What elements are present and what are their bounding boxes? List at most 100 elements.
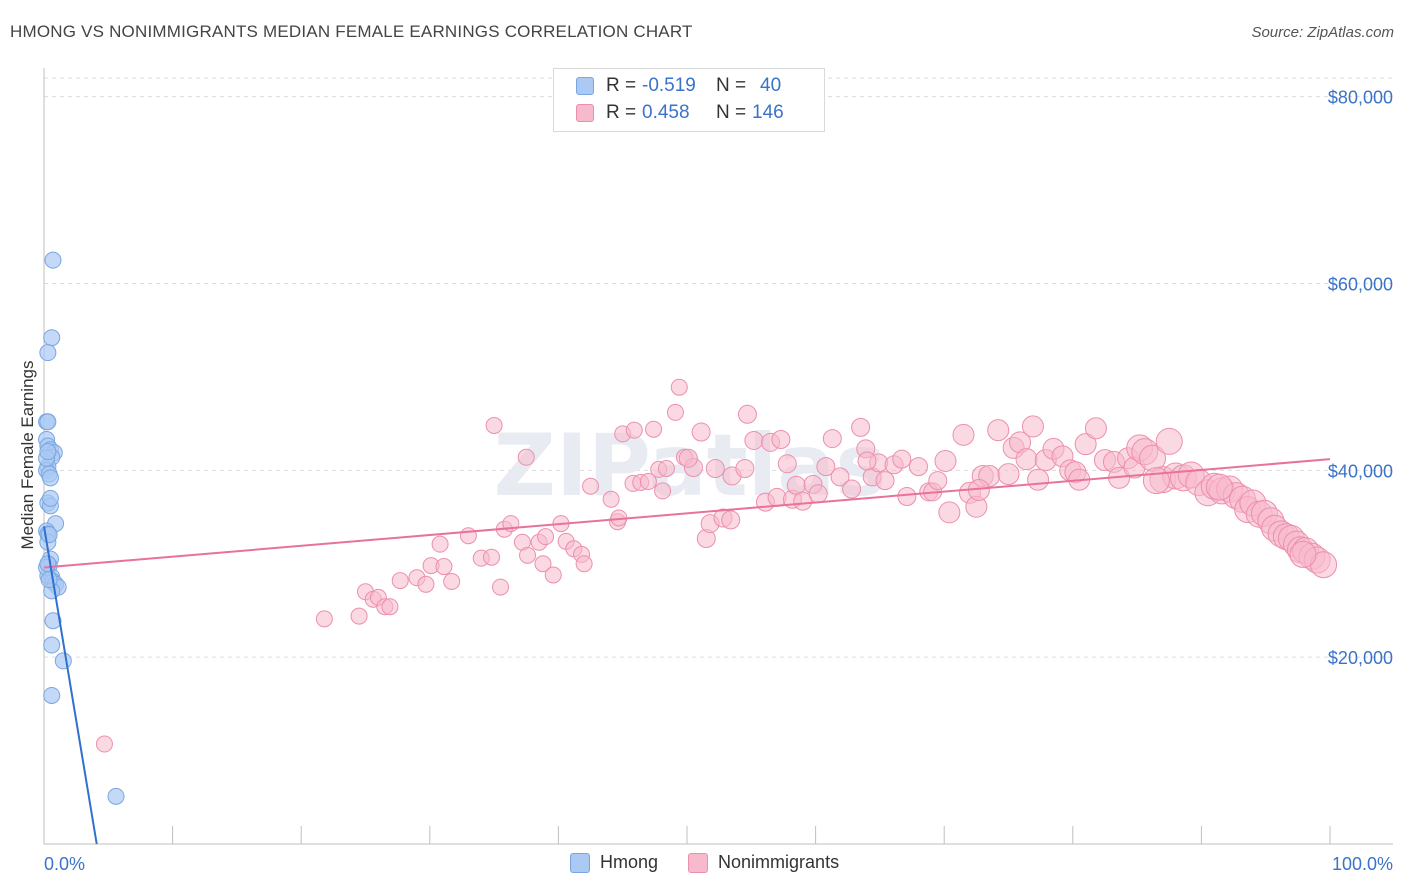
stats-row-hmong: R = -0.519 N = 40 <box>576 73 781 99</box>
nonimmigrants-point <box>934 450 957 472</box>
nonimmigrants-point <box>1142 467 1170 495</box>
nonimmigrants-point <box>793 491 813 511</box>
hmong-point <box>43 686 61 704</box>
nonimmigrants-point <box>1074 433 1097 456</box>
nonimmigrants-point <box>670 378 688 396</box>
nonimmigrants-point <box>639 473 657 491</box>
nonimmigrants-point <box>997 463 1020 486</box>
hmong-point <box>44 251 62 269</box>
hmong-point <box>39 555 57 573</box>
nonimmigrants-point <box>625 421 643 439</box>
nonimmigrants-point <box>822 429 842 449</box>
hmong-point <box>54 652 72 670</box>
nonimmigrants-point <box>1027 468 1050 491</box>
gridlines <box>44 77 1393 658</box>
nonimmigrants-point <box>928 471 948 491</box>
nonimmigrants-point <box>657 459 675 477</box>
nonimmigrants-point <box>602 490 620 508</box>
nonimmigrants-point <box>645 420 663 438</box>
nonimmigrants-point <box>391 572 409 590</box>
hmong-point <box>39 413 57 431</box>
hmong-trend-line <box>43 526 98 845</box>
nonimmigrants-swatch <box>576 104 594 122</box>
legend-label: Hmong <box>600 852 659 872</box>
nonimmigrants-point <box>952 423 975 446</box>
legend-label: Nonimmigrants <box>718 852 840 872</box>
y-axis-label: Median Female Earnings <box>18 360 37 550</box>
n-label: N = <box>716 75 747 96</box>
nonimmigrants-point <box>575 555 593 573</box>
nonimmigrants-point <box>544 566 562 584</box>
nonimmigrants-point <box>485 417 503 435</box>
nonimmigrants-point <box>1205 473 1233 501</box>
nonimmigrants-point <box>1084 417 1107 440</box>
nonimmigrants-point <box>315 610 333 628</box>
nonimmigrants-point <box>517 448 535 466</box>
hmong-point <box>41 489 59 507</box>
nonimmigrants-point <box>519 546 537 564</box>
nonimmigrants-point <box>435 558 453 576</box>
hmong-swatch <box>570 852 590 873</box>
hmong-point <box>41 469 59 487</box>
y-tick-label: $80,000 <box>1328 88 1393 108</box>
stats-legend: R = -0.519 N = 40 R = 0.458 N = 146 <box>553 68 825 132</box>
nonimmigrants-point <box>892 449 912 469</box>
x-tick-label: 0.0% <box>44 854 85 874</box>
nonimmigrants-point <box>705 458 725 478</box>
nonimmigrants-point <box>721 510 741 530</box>
nonimmigrants-point <box>678 448 698 468</box>
nonimmigrants-point <box>808 484 828 504</box>
nonimmigrants-point <box>857 451 877 471</box>
nonimmigrants-point <box>1021 415 1044 438</box>
nonimmigrants-point <box>582 477 600 495</box>
nonimmigrants-point <box>666 403 684 421</box>
nonimmigrants-point <box>492 578 510 596</box>
nonimmigrants-point <box>459 527 477 545</box>
nonimmigrants-point <box>830 467 850 487</box>
nonimmigrants-point <box>938 501 961 524</box>
nonimmigrants-point <box>842 479 862 499</box>
nonimmigrants-point <box>534 555 552 573</box>
tick-labels: $20,000 $40,000 $60,000 $80,000 0.0% 100.0% <box>44 88 1393 874</box>
nonimmigrants-point <box>654 482 672 500</box>
nonimmigrants-point <box>777 454 797 474</box>
nonimmigrants-point <box>786 475 806 495</box>
chart-title: HMONG VS NONIMMIGRANTS MEDIAN FEMALE EAR… <box>10 22 693 41</box>
legend-item-nonimmigrants[interactable]: Nonimmigrants <box>688 852 839 873</box>
nonimmigrants-point <box>816 457 836 477</box>
n-value: 146 <box>752 102 784 123</box>
hmong-swatch <box>576 77 594 95</box>
nonimmigrants-point <box>1155 427 1183 455</box>
hmong-points <box>38 251 125 805</box>
x-tick-label: 100.0% <box>1332 854 1393 874</box>
series-legend: Hmong Nonimmigrants <box>570 852 869 873</box>
hmong-point <box>39 344 57 362</box>
nonimmigrants-point <box>483 548 501 566</box>
nonimmigrants-point <box>95 735 113 753</box>
nonimmigrants-point <box>1289 540 1317 568</box>
nonimmigrants-point <box>691 422 711 442</box>
legend-item-hmong[interactable]: Hmong <box>570 852 658 873</box>
nonimmigrants-point <box>897 486 917 506</box>
nonimmigrants-point <box>737 404 757 424</box>
hmong-point <box>43 329 61 347</box>
nonimmigrants-swatch <box>688 852 709 873</box>
nonimmigrants-point <box>537 528 555 546</box>
nonimmigrants-point <box>851 417 871 437</box>
nonimmigrants-point <box>771 430 791 450</box>
r-label: R = <box>606 75 637 96</box>
nonimmigrants-trend-line <box>43 458 1331 569</box>
n-value: 40 <box>760 75 782 96</box>
hmong-point <box>43 636 61 654</box>
y-tick-label: $20,000 <box>1328 648 1393 668</box>
y-tick-label: $40,000 <box>1328 461 1393 481</box>
nonimmigrants-point <box>381 598 399 616</box>
r-value: -0.519 <box>642 75 696 96</box>
nonimmigrants-point <box>1015 448 1038 471</box>
r-value: 0.458 <box>642 102 690 123</box>
nonimmigrants-point <box>875 471 895 491</box>
source-label: Source: ZipAtlas.com <box>1251 24 1394 41</box>
nonimmigrants-point <box>350 607 368 625</box>
nonimmigrants-point <box>908 457 928 477</box>
